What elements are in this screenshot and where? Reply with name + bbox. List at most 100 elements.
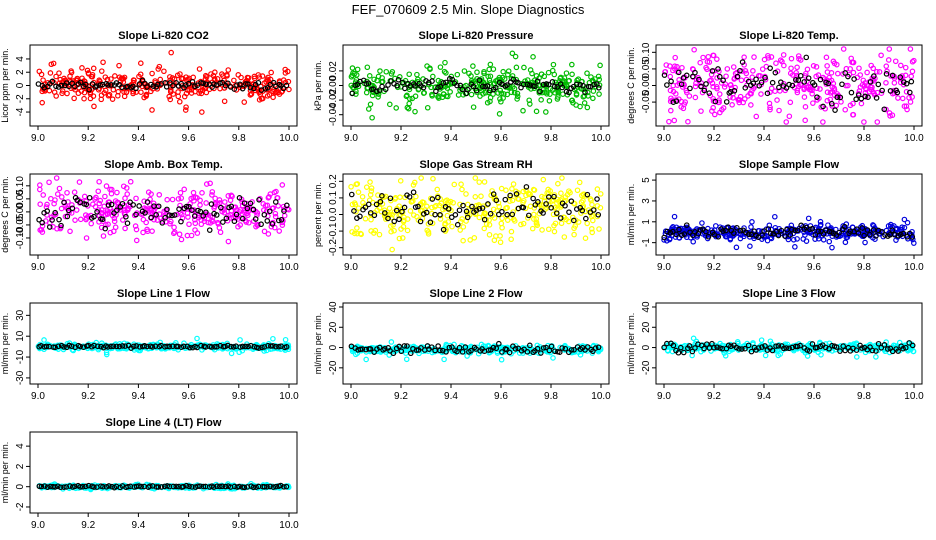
data-point-black [833,344,840,350]
data-point-black [194,82,201,89]
data-point-black [731,87,738,94]
data-point [74,75,81,82]
y-tick-label: 0.05 [641,59,652,79]
data-point [41,337,47,343]
data-point [745,93,751,99]
data-point [177,202,183,209]
data-point [62,213,69,220]
data-point [468,77,475,84]
data-point [199,190,205,196]
data-point-black [809,225,816,232]
data-point [118,75,125,82]
data-point [765,52,771,59]
data-point-black [136,81,143,87]
data-point [389,246,395,253]
data-point [272,224,278,231]
data-point [130,88,137,95]
data-point [904,106,910,113]
data-point [730,64,737,70]
data-point [36,68,43,75]
data-point-black [782,233,788,239]
x-tick-label: 9.6 [807,133,821,144]
data-point-black [769,79,776,86]
data-point-black [141,343,148,349]
data-point-black [401,343,408,349]
data-point-black [454,82,460,89]
data-point-black [446,344,453,351]
data-point [415,86,422,93]
data-point-black [584,344,591,350]
data-point [786,113,793,120]
data-point [538,97,544,103]
x-tick-label: 9.8 [544,391,558,402]
data-point [190,194,197,201]
y-tick-label: 0.0 [328,207,339,221]
data-point-black [283,483,290,490]
data-point [138,89,144,96]
data-point-black [371,349,377,355]
data-point-black [197,208,204,215]
data-point [581,100,588,106]
data-point-black [683,222,690,228]
data-point-black [217,483,223,490]
y-tick-label: 0 [15,82,26,88]
data-point [152,78,158,84]
data-point-black [385,82,391,88]
data-point [546,98,553,104]
data-point [177,189,184,196]
data-point-black [223,215,230,222]
data-point [413,193,419,200]
y-tick-label: 0.1 [328,191,339,205]
data-point [108,76,114,82]
data-point-black [449,344,455,350]
data-point-black [556,349,563,355]
data-point [203,89,210,96]
data-point [270,335,276,342]
data-point-black [402,85,408,92]
data-point-black [266,208,273,215]
data-point-black [862,93,868,100]
data-point [403,356,410,363]
plot-frame [29,302,298,385]
data-point-black [594,196,600,202]
panel-title: Slope Line 2 Flow [430,288,523,300]
data-point-black [546,347,553,354]
data-point-black [859,345,865,351]
data-point-black [428,344,435,350]
data-point [212,69,218,76]
plot-frame [29,173,298,256]
data-point-black [853,96,859,103]
data-point-black [456,344,463,351]
data-point-black [186,203,192,210]
data-point-black [439,347,446,354]
x-tick-label: 9.6 [494,262,508,273]
data-point-black [210,484,217,490]
data-point-black [186,483,192,490]
data-point [221,98,228,105]
data-point-black [875,81,882,88]
data-point-black [241,484,248,491]
data-point [747,243,753,249]
data-point-black [173,483,180,490]
y-tick-label: -0.10 [15,226,26,249]
data-point [365,106,372,112]
data-point [777,57,784,64]
data-point [817,222,824,229]
data-point-black [427,219,434,226]
data-point-black [515,79,521,86]
data-point [455,92,462,98]
data-point-black [435,343,441,349]
data-point [902,72,909,79]
data-point [584,70,590,77]
data-point-black [551,83,558,90]
data-point [412,108,418,115]
data-point-black [362,204,369,211]
data-point [168,218,174,225]
data-point [90,201,96,207]
data-point-black [778,79,784,85]
y-tick-label: -30 [15,370,26,385]
data-point-black [178,80,185,87]
data-point [750,68,756,74]
data-point [58,205,65,212]
data-point-black [159,220,166,226]
